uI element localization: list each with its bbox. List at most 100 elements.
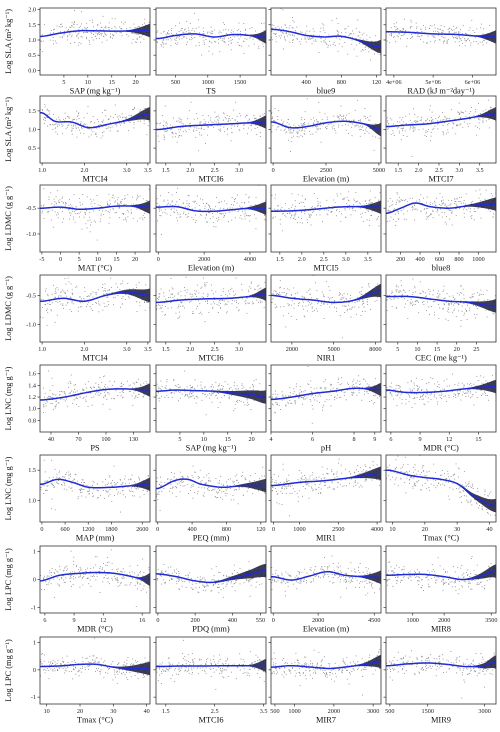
data-point [44, 402, 46, 404]
data-point [386, 299, 388, 301]
data-point [484, 391, 485, 393]
x-tick-label: 2.0 [81, 346, 89, 353]
data-point [164, 105, 166, 107]
data-point [181, 302, 182, 304]
data-point [434, 394, 435, 396]
x-tick-label: 400 [302, 79, 311, 86]
data-point [223, 38, 225, 40]
data-point [171, 294, 173, 296]
y-tick-label: -1.0 [26, 322, 36, 329]
data-point [93, 26, 94, 28]
x-axis-label: MTCI6 [198, 354, 223, 363]
data-point [455, 214, 457, 216]
data-point [453, 37, 455, 39]
data-point [438, 28, 440, 30]
data-point [368, 384, 370, 386]
data-point [359, 135, 361, 137]
data-point [104, 109, 105, 111]
x-tick-label: 2.5 [211, 167, 219, 174]
data-point [395, 391, 397, 393]
data-point [363, 306, 365, 308]
data-point [133, 121, 135, 123]
data-point [170, 296, 171, 298]
data-point [222, 112, 224, 114]
data-point [241, 284, 243, 285]
data-point [156, 42, 158, 43]
data-point [444, 37, 446, 39]
data-point [398, 126, 400, 128]
data-point [80, 132, 81, 134]
data-point [359, 42, 361, 44]
data-point [310, 207, 312, 209]
data-point [340, 114, 342, 116]
data-point [100, 393, 102, 395]
data-point [206, 300, 208, 302]
data-point [315, 119, 317, 121]
data-point [391, 291, 393, 293]
data-point [86, 296, 88, 297]
data-point [350, 122, 352, 124]
data-point [118, 217, 120, 219]
data-point [326, 399, 328, 401]
data-point [327, 303, 329, 305]
data-point [342, 305, 344, 307]
data-point [401, 199, 403, 201]
data-point [187, 118, 189, 120]
data-point [438, 383, 440, 385]
data-point [71, 129, 73, 131]
data-point [460, 320, 462, 321]
data-point [353, 198, 355, 200]
data-point [319, 122, 321, 124]
data-point [62, 211, 64, 212]
data-point [281, 399, 283, 401]
data-point [451, 28, 452, 30]
data-point [186, 393, 188, 395]
data-point [404, 298, 405, 300]
data-point [442, 308, 443, 310]
data-point [47, 211, 49, 213]
data-point [251, 301, 253, 303]
data-point [92, 116, 94, 118]
data-point [457, 393, 459, 395]
data-point [188, 393, 190, 395]
data-point [211, 394, 213, 396]
data-point [440, 200, 442, 202]
data-point [250, 129, 252, 131]
data-point [311, 307, 313, 309]
data-point [291, 193, 293, 195]
data-point [95, 32, 97, 34]
data-point [341, 296, 343, 298]
scatter-points [271, 366, 380, 424]
data-point [300, 391, 302, 393]
data-point [206, 32, 208, 34]
data-point [341, 46, 343, 48]
data-point [50, 403, 52, 404]
data-point [146, 200, 148, 202]
data-point [259, 287, 261, 289]
data-point [480, 217, 482, 219]
data-point [198, 26, 200, 28]
data-point [357, 297, 359, 299]
data-point [55, 131, 57, 133]
data-point [41, 109, 43, 110]
data-point [239, 130, 241, 132]
data-point [357, 380, 358, 382]
data-point [92, 39, 94, 41]
data-point [275, 129, 277, 131]
data-point [287, 288, 289, 290]
data-point [427, 118, 428, 120]
data-point [398, 197, 400, 198]
data-point [186, 44, 188, 46]
data-point [118, 120, 120, 122]
data-point [347, 382, 349, 384]
data-point [282, 122, 284, 124]
data-point [224, 42, 226, 44]
data-point [200, 381, 202, 383]
data-point [293, 307, 295, 309]
data-point [131, 42, 133, 44]
fit-curve [271, 120, 381, 131]
data-point [428, 214, 430, 216]
data-point [348, 304, 350, 306]
data-point [157, 304, 159, 306]
data-point [316, 387, 318, 389]
